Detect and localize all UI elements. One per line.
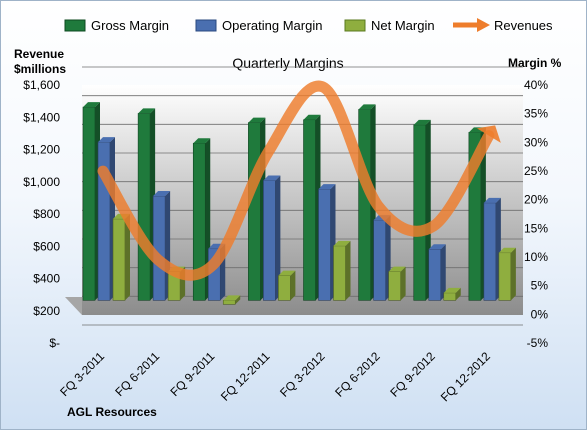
chart-title: Quarterly Margins [232, 55, 343, 71]
right-tick-label: 15% [524, 221, 548, 235]
bar-top-gross-margin [138, 108, 156, 114]
bar-side-net-margin [290, 270, 296, 301]
revenue-line [97, 80, 495, 281]
legend-swatch-gross-margin [64, 19, 86, 32]
right-tick-label: 20% [524, 193, 548, 207]
x-tick-label: FQ 6-2011 [112, 349, 162, 399]
left-tick-label: $1,000 [23, 175, 60, 189]
left-axis-label-line2: $millions [14, 62, 66, 76]
revenue-arrow-head [476, 125, 501, 143]
bar-side-operating-margin [275, 175, 281, 301]
bar-top-gross-margin [83, 102, 100, 108]
x-tick-label: FQ 3-2011 [57, 349, 107, 399]
bar-top-gross-margin [303, 114, 321, 120]
legend-label-operating-margin: Operating Margin [222, 18, 322, 33]
bar-top-operating-margin [153, 190, 171, 196]
bar-gross-margin [248, 122, 261, 301]
x-tick-label: FQ 12-2011 [218, 349, 273, 404]
bar-side-net-margin [125, 213, 130, 301]
bar-top-operating-margin [98, 137, 115, 143]
bar-side-operating-margin [440, 244, 446, 301]
bar-gross-margin [82, 106, 96, 301]
left-axis-ticks: $- $200 $400 $600 $800 $1,000 $1,200 $1,400 $1,6… [23, 78, 60, 350]
x-tick-label: FQ 12-2012 [438, 349, 493, 404]
bar-side-net-margin [455, 287, 461, 301]
bar-operating-margin [483, 202, 497, 301]
bar-top-gross-margin [413, 119, 431, 125]
bar-top-operating-margin [263, 175, 281, 181]
bar-top-operating-margin [318, 184, 336, 190]
right-tick-label: -5% [527, 336, 549, 350]
bar-gross-margin [413, 124, 427, 301]
bar-operating-margin [428, 249, 442, 301]
legend-label-net-margin: Net Margin [371, 18, 435, 33]
right-tick-label: 5% [531, 279, 549, 293]
bar-top-net-margin [223, 295, 241, 301]
left-tick-label: $600 [33, 239, 60, 253]
left-tick-label: $200 [33, 304, 60, 318]
legend-swatch-net-margin [344, 19, 366, 32]
bar-gross-margin [358, 109, 371, 301]
bar-net-margin [443, 292, 457, 301]
x-tick-label: FQ 9-2011 [168, 349, 218, 399]
bar-net-margin [112, 218, 126, 301]
bar-net-margin [498, 252, 512, 301]
bar-top-operating-margin [483, 197, 501, 203]
right-tick-label: 40% [524, 78, 548, 92]
left-axis-label-line1: Revenue [14, 47, 64, 61]
bar-top-gross-margin [193, 138, 211, 144]
x-tick-label: FQ 6-2012 [332, 349, 383, 400]
left-tick-label: $400 [33, 272, 60, 286]
right-tick-label: 30% [524, 135, 548, 149]
bar-side-net-margin [345, 240, 351, 301]
bar-net-margin [222, 300, 236, 305]
left-tick-label: $- [49, 336, 60, 350]
bar-top-net-margin [278, 270, 296, 276]
left-tick-label: $1,400 [23, 110, 60, 124]
right-axis-ticks: -5% 0% 5% 10% 15% 20% 25% 30% 35% 40% [524, 78, 548, 350]
x-axis-ticks: FQ 3-2011 FQ 6-2011 FQ 9-2011 FQ 12-2011 FQ … [57, 349, 493, 404]
bar-operating-margin [373, 219, 386, 301]
bar-operating-margin [152, 195, 166, 301]
bar-top-gross-margin [248, 117, 266, 123]
bar-top-net-margin [388, 266, 406, 272]
legend: Gross Margin Operating Margin Net Margin… [64, 18, 553, 33]
bar-gross-margin [137, 113, 151, 301]
left-tick-label: $800 [33, 207, 60, 221]
bar-side-net-margin [510, 247, 516, 301]
right-tick-label: 10% [524, 250, 548, 264]
bar-net-margin [333, 245, 346, 301]
right-tick-label: 35% [524, 107, 548, 121]
legend-arrow-icon [477, 18, 490, 32]
right-tick-label: 0% [531, 307, 549, 321]
legend-label-revenues: Revenues [494, 18, 553, 33]
right-axis-label: Margin % [508, 56, 562, 70]
bar-top-gross-margin [358, 104, 376, 110]
bar-net-margin [278, 275, 291, 301]
revenue-line-group [97, 80, 501, 281]
left-tick-label: $1,200 [23, 143, 60, 157]
bar-operating-margin [263, 180, 276, 301]
bar-gross-margin [303, 119, 316, 301]
left-tick-label: $1,600 [23, 78, 60, 92]
legend-swatch-operating-margin [195, 19, 217, 32]
bar-operating-margin [318, 188, 331, 301]
bar-top-net-margin [443, 287, 461, 293]
bar-top-net-margin [498, 247, 516, 253]
company-name: AGL Resources [67, 405, 157, 419]
x-tick-label: FQ 9-2012 [387, 349, 438, 400]
bar-top-net-margin [333, 240, 351, 246]
bar-side-net-margin [235, 295, 241, 305]
bar-top-operating-margin [428, 244, 446, 250]
legend-label-gross-margin: Gross Margin [91, 18, 169, 33]
x-tick-label: FQ 3-2012 [277, 349, 328, 400]
right-tick-label: 25% [524, 164, 548, 178]
bar-side-net-margin [400, 266, 406, 301]
bar-net-margin [388, 271, 401, 301]
